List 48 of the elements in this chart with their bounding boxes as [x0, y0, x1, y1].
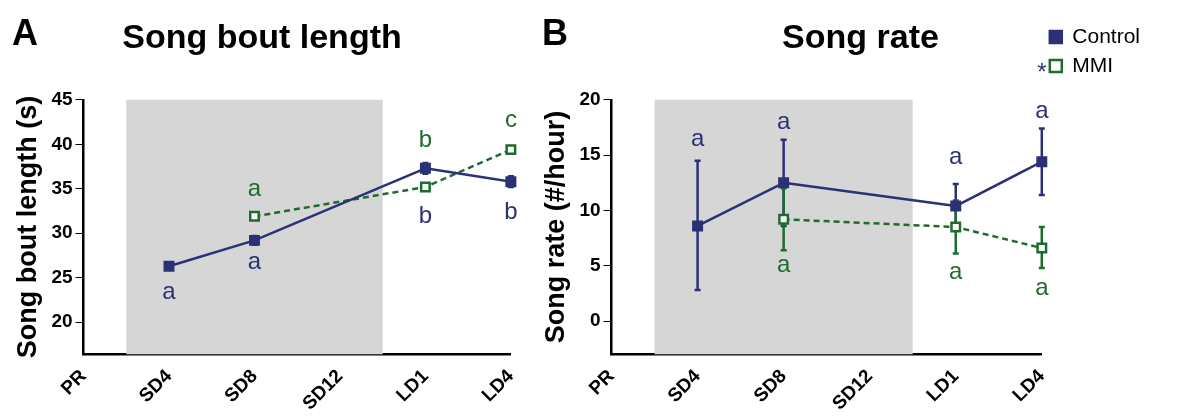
x-tick-label: PR: [584, 364, 619, 399]
point: [778, 177, 790, 189]
y-axis-title: Song bout length (s): [11, 95, 42, 359]
point: [778, 213, 790, 225]
point: [419, 181, 431, 193]
y-tick-label: 40: [51, 132, 73, 154]
point: [950, 221, 962, 233]
point: [1036, 242, 1048, 254]
legend-label: MMI: [1072, 52, 1149, 76]
annotation: a: [776, 249, 791, 277]
point: [950, 200, 962, 212]
annotation: a: [162, 276, 177, 304]
chart-title: Song bout length: [122, 16, 402, 55]
point: [248, 210, 260, 222]
y-tick-label: 35: [51, 177, 73, 199]
annotation: a: [247, 173, 262, 201]
y-axis-title: Song rate (#/hour): [539, 110, 570, 344]
annotation: a: [1035, 96, 1050, 124]
annotation: a: [690, 124, 705, 152]
x-tick-label: LD1: [922, 364, 963, 406]
y-tick-label: 15: [579, 143, 601, 165]
x-tick-label: PR: [56, 364, 91, 399]
legend-label: Control: [1072, 23, 1175, 47]
y-tick-label: 45: [51, 88, 73, 110]
annotation: b: [418, 200, 433, 228]
annotation: *: [1037, 58, 1047, 86]
annotation: a: [1035, 272, 1050, 300]
annotation: a: [247, 247, 262, 275]
text: B: [542, 12, 568, 54]
y-tick-label: 5: [589, 253, 601, 275]
annotation: c: [504, 105, 517, 133]
y-tick-label: 10: [579, 198, 601, 220]
annotation: b: [418, 124, 433, 152]
annotation: a: [949, 257, 964, 285]
y-tick-label: 20: [579, 88, 601, 110]
annotation: b: [504, 197, 518, 225]
point: [1036, 156, 1048, 168]
annotation: a: [776, 107, 791, 135]
point: [692, 220, 704, 232]
text: A: [12, 12, 38, 54]
x-tick-label: LD1: [391, 364, 433, 406]
chart-title: Song rate: [782, 16, 939, 55]
point: [163, 260, 175, 272]
y-tick-label: 25: [51, 265, 73, 287]
y-tick-label: 0: [589, 309, 601, 331]
y-tick-label: 20: [51, 310, 73, 332]
annotation: a: [949, 141, 964, 169]
y-tick-label: 30: [51, 221, 73, 243]
